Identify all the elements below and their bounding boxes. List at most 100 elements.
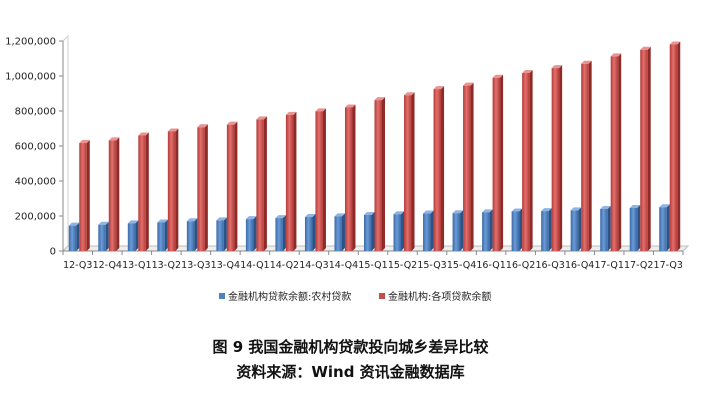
- bar-rural-loans: [275, 215, 286, 251]
- bar-front: [167, 131, 176, 251]
- bar-rural-loans: [452, 210, 464, 251]
- bar-rural-loans: [541, 208, 552, 251]
- bar-rural-loans: [186, 218, 198, 251]
- bar-rural-loans: [127, 220, 139, 251]
- bar-side: [559, 65, 563, 251]
- bar-total-loans: [226, 121, 238, 252]
- bar-front: [186, 221, 195, 251]
- bar-top: [629, 204, 641, 208]
- bar-side: [86, 140, 90, 251]
- bar-front: [226, 124, 235, 251]
- bar-rural-loans: [511, 208, 523, 251]
- bar-top: [108, 137, 120, 141]
- bar-top: [315, 108, 326, 112]
- bar-front: [511, 211, 520, 251]
- x-tick-label: 15-Q1: [358, 260, 387, 271]
- x-tick-label: 14-Q1: [240, 260, 269, 271]
- bar-rural-loans: [304, 214, 316, 251]
- y-tick-labels: 0 200,000 400,000 600,000 800,000 1,000,000 1,…: [5, 37, 56, 258]
- bar-rural-loans: [98, 221, 109, 251]
- x-tick-label: 16-Q3: [535, 260, 564, 271]
- bar-top: [167, 128, 179, 132]
- bar-side: [489, 209, 493, 251]
- x-tick-label: 12-Q4: [93, 260, 122, 271]
- bar-top: [452, 210, 464, 214]
- bar-side: [312, 214, 316, 251]
- bar-front: [197, 127, 205, 251]
- bar-front: [216, 220, 224, 251]
- bar-top: [482, 209, 493, 213]
- bar-side: [382, 97, 385, 252]
- bar-front: [108, 140, 117, 251]
- bar-rural-loans: [245, 216, 257, 251]
- bar-side: [116, 137, 120, 251]
- bar-side: [263, 116, 267, 252]
- bar-top: [610, 53, 622, 57]
- bar-top: [138, 132, 149, 136]
- bar-front: [570, 210, 579, 251]
- bar-top: [600, 206, 611, 209]
- bar-front: [551, 68, 560, 251]
- bar-top: [581, 60, 592, 64]
- bar-front: [393, 214, 402, 251]
- legend-label: 金融机构贷款余额:农村贷款: [228, 290, 351, 303]
- bar-side: [637, 204, 641, 251]
- bar-side: [666, 204, 670, 251]
- x-tick-label: 17-Q2: [624, 260, 653, 271]
- figure-source: 资料来源：Wind 资讯金融数据库: [236, 363, 465, 381]
- bar-side: [430, 210, 434, 251]
- bar-top: [285, 111, 297, 115]
- bar-top: [79, 140, 90, 144]
- bar-rural-loans: [659, 204, 670, 251]
- bar-top: [492, 74, 504, 78]
- legend-swatch: [379, 293, 385, 299]
- bar-top: [197, 124, 208, 128]
- bar-top: [245, 216, 257, 220]
- bar-rural-loans: [334, 213, 345, 251]
- bar-top: [364, 211, 375, 215]
- bar-top: [186, 218, 198, 222]
- bar-front: [452, 213, 461, 251]
- x-tick-label: 14-Q3: [299, 260, 328, 271]
- bar-front: [275, 218, 283, 251]
- bar-side: [519, 208, 523, 251]
- bar-side: [234, 121, 238, 252]
- bar-side: [282, 215, 286, 251]
- bar-side: [529, 70, 533, 252]
- bar-front: [245, 219, 254, 251]
- bar-total-loans: [197, 124, 208, 251]
- bar-top: [640, 46, 651, 50]
- bar-front: [404, 95, 412, 251]
- legend-item: 金融机构:各项贷款余额: [379, 290, 491, 303]
- x-tick-label: 13-Q3: [181, 260, 210, 271]
- bar-side: [204, 124, 208, 251]
- bar-top: [522, 70, 533, 74]
- bar-front: [659, 207, 667, 251]
- legend-label: 金融机构:各项贷款余额: [388, 290, 491, 303]
- bar-total-loans: [138, 132, 149, 251]
- bar-side: [164, 219, 168, 251]
- bar-front: [463, 85, 471, 251]
- bar-side: [135, 220, 139, 251]
- y-tick-label: 600,000: [15, 142, 56, 153]
- bar-rural-loans: [364, 211, 375, 251]
- bar-chart: 12-Q3 12-Q4 13-Q1 13-Q2 13-Q3 13-Q4 14-Q1 14-Q2…: [5, 34, 690, 303]
- bar-top: [669, 41, 681, 45]
- legend-swatch: [219, 293, 225, 299]
- x-tick-label: 13-Q2: [152, 260, 181, 271]
- bar-side: [460, 210, 464, 251]
- bar-front: [285, 114, 294, 251]
- bar-side: [500, 74, 504, 251]
- bar-top: [463, 82, 474, 86]
- legend-item: 金融机构贷款余额:农村贷款: [219, 290, 351, 303]
- bar-front: [541, 211, 549, 251]
- bar-top: [98, 221, 109, 225]
- bar-front: [304, 217, 313, 251]
- bar-top: [570, 207, 582, 211]
- bar-front: [522, 73, 530, 252]
- x-tick-label: 16-Q4: [565, 260, 594, 271]
- bar-rural-loans: [570, 207, 582, 251]
- bar-rural-loans: [157, 219, 168, 251]
- bar-front: [629, 207, 638, 251]
- x-tick-label: 15-Q3: [417, 260, 446, 271]
